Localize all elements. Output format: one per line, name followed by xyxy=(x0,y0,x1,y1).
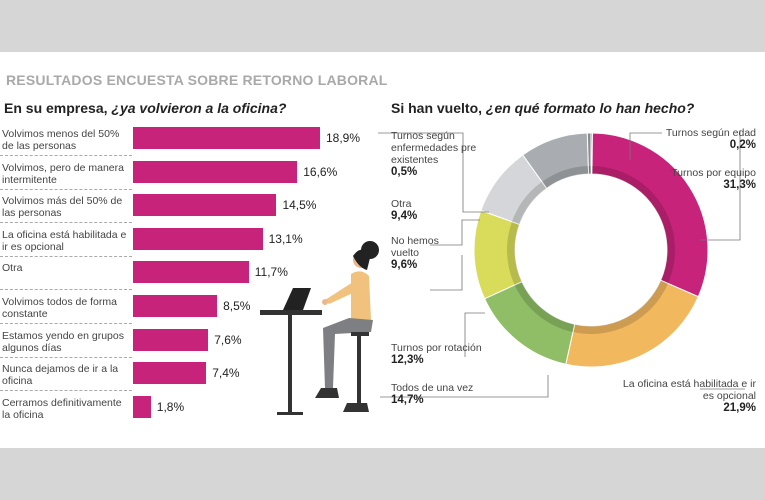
donut-label-text: No hemos vuelto xyxy=(391,235,439,259)
bar xyxy=(133,295,218,317)
row-divider xyxy=(0,390,132,392)
donut-inner-ring xyxy=(542,166,589,189)
bar-row: Volvimos todos de forma constante 8,5% xyxy=(0,293,370,327)
bar xyxy=(133,328,209,351)
bar-row: Otra 11,7% xyxy=(0,259,370,293)
donut-slice xyxy=(586,132,592,175)
donut-value-label: 31,3% xyxy=(723,179,756,191)
bar xyxy=(133,160,298,183)
row-divider xyxy=(0,255,132,257)
donut-slice xyxy=(591,132,709,298)
donut-label: La oficina está habilitada e ir es opcio… xyxy=(621,378,756,414)
leader-line xyxy=(378,132,489,213)
donut-value-label: 9,4% xyxy=(391,210,418,222)
leader-line xyxy=(700,130,741,241)
bar-row: La oficina está habilitada e ir es opcio… xyxy=(0,226,370,260)
bar-row: Estamos yendo en grupos algunos días 7,6… xyxy=(0,327,370,361)
donut-inner-ring xyxy=(572,280,669,334)
donut-label: Turnos según edad 0,2% xyxy=(666,127,756,151)
bar-label: Volvimos todos de forma constante xyxy=(2,296,117,320)
bar xyxy=(133,227,263,250)
donut-label: Otra 9,4% xyxy=(391,198,417,222)
bar-value-label: 11,7% xyxy=(254,265,288,280)
bar-label: Volvimos, pero de manera intermitente xyxy=(2,161,124,186)
bar xyxy=(133,261,249,284)
donut-label-text: Turnos según edad xyxy=(665,127,756,139)
donut-label: Turnos según enfermedades pre existentes… xyxy=(391,130,491,178)
infographic-title: RESULTADOS ENCUESTA SOBRE RETORNO LABORA… xyxy=(6,72,388,88)
bar-label: Nunca dejamos de ir a la oficina xyxy=(2,363,119,388)
donut-label-text: Turnos según enfermedades pre existentes xyxy=(391,130,477,166)
row-divider xyxy=(0,188,132,190)
bar-value-label: 1,8% xyxy=(156,399,185,414)
donut-chart-title: Si han vuelto, ¿en qué formato lo han he… xyxy=(391,100,695,116)
woman-at-desk-illustration xyxy=(260,241,379,415)
bar-row: Volvimos menos del 50% de las personas 1… xyxy=(0,125,370,159)
leader-line xyxy=(430,255,463,291)
donut-inner-ring xyxy=(514,281,575,333)
bar-value-label: 14,5% xyxy=(282,198,317,213)
donut-value-label: 14,7% xyxy=(391,394,424,406)
leader-line xyxy=(380,375,549,398)
bar-value-label: 7,6% xyxy=(214,332,242,347)
bar xyxy=(133,127,320,149)
donut-slice xyxy=(565,279,699,368)
donut-value-label: 21,9% xyxy=(723,402,756,414)
bar-label: Volvimos más del 50% de las personas xyxy=(2,195,123,220)
row-divider xyxy=(0,155,132,156)
donut-label-text: Turnos por rotación xyxy=(391,342,482,354)
bar-label: Otra xyxy=(2,262,23,275)
row-divider xyxy=(0,222,132,224)
bar xyxy=(133,194,277,217)
bar-value-label: 8,5% xyxy=(223,299,251,313)
donut-value-label: 9,6% xyxy=(391,259,418,271)
donut-value-label: 0,2% xyxy=(729,139,756,151)
donut-label: Turnos por rotación 12,3% xyxy=(391,342,482,366)
bar-value-label: 13,1% xyxy=(268,231,303,246)
bar xyxy=(133,395,151,418)
donut-label-text: Turnos por equipo xyxy=(671,167,756,179)
bar-chart-title: En su empresa, ¿ya volvieron a la oficin… xyxy=(4,100,287,116)
bar-label: Estamos yendo en grupos algunos días xyxy=(2,329,124,354)
donut-inner-ring xyxy=(506,221,522,285)
donut-value-label: 0,5% xyxy=(391,166,418,178)
leader-line xyxy=(629,132,662,160)
row-divider xyxy=(0,289,132,291)
bar xyxy=(133,362,207,385)
donut-inner-ring xyxy=(511,181,547,225)
donut-label: Turnos por equipo 31,3% xyxy=(671,167,756,191)
donut-label-text: La oficina está habilitada e ir es opcio… xyxy=(622,378,756,402)
donut-label-text: Todos de una vez xyxy=(391,382,474,394)
donut-label: No hemos vuelto 9,6% xyxy=(391,235,451,271)
leader-line xyxy=(464,312,485,357)
bar-label: Volvimos menos del 50% de las personas xyxy=(2,128,120,152)
donut-value-label: 12,3% xyxy=(391,354,424,366)
infographic-panel xyxy=(0,52,765,448)
row-divider xyxy=(0,323,132,324)
bar-value-label: 7,4% xyxy=(212,366,240,381)
row-divider xyxy=(0,356,132,358)
donut-inner-ring xyxy=(591,166,675,284)
bar-row: Nunca dejamos de ir a la oficina 7,4% xyxy=(0,360,370,394)
donut-label-text: Otra xyxy=(391,198,412,210)
bar-label: La oficina está habilitada e ir es opcio… xyxy=(2,228,127,253)
donut-label: Todos de una vez 14,7% xyxy=(391,382,473,406)
bar-value-label: 18,9% xyxy=(326,131,361,145)
donut-inner-ring xyxy=(588,166,591,175)
bar-row: Cerramos definitivamente la oficina 1,8% xyxy=(0,394,370,428)
bar-label: Cerramos definitivamente la oficina xyxy=(2,396,122,421)
bar-row: Volvimos, pero de manera intermitente 16… xyxy=(0,159,370,193)
bar-value-label: 16,6% xyxy=(303,164,338,179)
bar-row: Volvimos más del 50% de las personas 14,… xyxy=(0,192,370,226)
leader-line xyxy=(430,219,480,246)
